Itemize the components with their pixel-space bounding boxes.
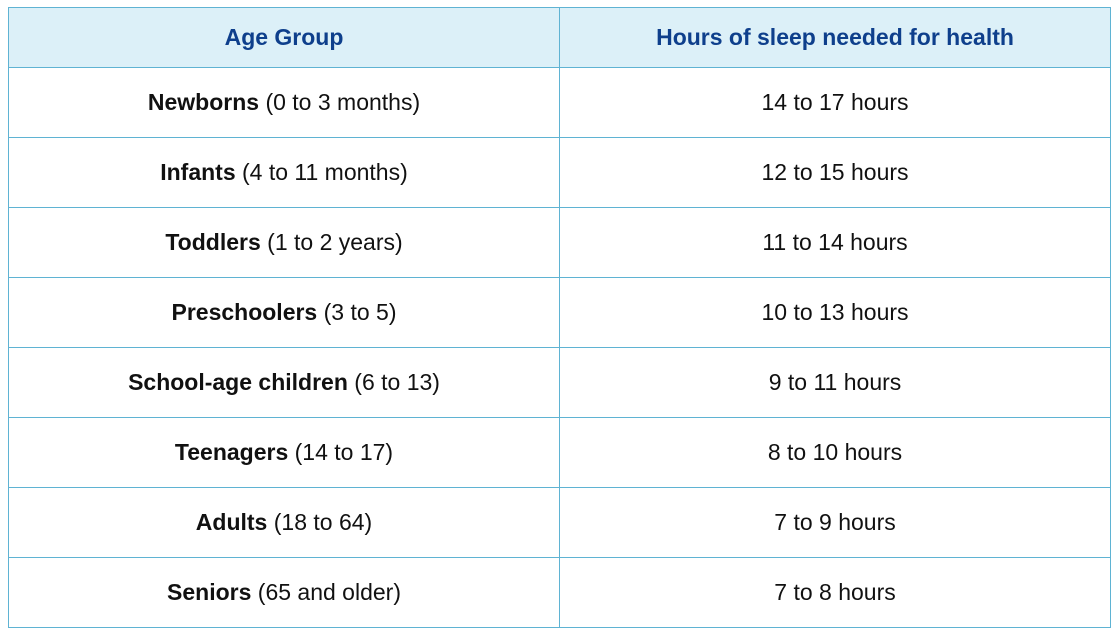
age-range: (0 to 3 months) — [265, 89, 421, 115]
age-group-name: Seniors — [167, 579, 252, 605]
hours-cell: 7 to 8 hours — [559, 557, 1111, 628]
table-row: Toddlers (1 to 2 years) 11 to 14 hours — [8, 207, 1111, 278]
hours-cell: 7 to 9 hours — [559, 487, 1111, 558]
age-range: (1 to 2 years) — [267, 229, 403, 255]
hours-cell: 11 to 14 hours — [559, 207, 1111, 278]
table-header: Age Group Hours of sleep needed for heal… — [8, 7, 1111, 68]
table-row: Preschoolers (3 to 5) 10 to 13 hours — [8, 277, 1111, 348]
age-group-cell: Preschoolers (3 to 5) — [8, 277, 560, 348]
age-group-cell: Seniors (65 and older) — [8, 557, 560, 628]
header-row: Age Group Hours of sleep needed for heal… — [8, 7, 1111, 68]
age-range: (14 to 17) — [294, 439, 394, 465]
age-range: (3 to 5) — [323, 299, 397, 325]
hours-cell: 14 to 17 hours — [559, 67, 1111, 138]
age-range: (6 to 13) — [354, 369, 440, 395]
age-group-name: Toddlers — [165, 229, 261, 255]
table-body: Newborns (0 to 3 months) 14 to 17 hours … — [8, 67, 1111, 628]
hours-cell: 10 to 13 hours — [559, 277, 1111, 348]
table-row: School-age children (6 to 13) 9 to 11 ho… — [8, 347, 1111, 418]
age-group-cell: Toddlers (1 to 2 years) — [8, 207, 560, 278]
age-group-name: Newborns — [147, 89, 260, 115]
age-group-name: Preschoolers — [171, 299, 318, 325]
header-hours-of-sleep: Hours of sleep needed for health — [559, 7, 1111, 68]
sleep-hours-table: Age Group Hours of sleep needed for heal… — [8, 7, 1111, 628]
table-row: Adults (18 to 64) 7 to 9 hours — [8, 487, 1111, 558]
age-group-name: School-age children — [128, 369, 348, 395]
hours-cell: 9 to 11 hours — [559, 347, 1111, 418]
age-range: (18 to 64) — [273, 509, 373, 535]
age-group-cell: Infants (4 to 11 months) — [8, 137, 560, 208]
age-group-name: Infants — [160, 159, 236, 185]
hours-cell: 12 to 15 hours — [559, 137, 1111, 208]
age-range: (65 and older) — [257, 579, 401, 605]
age-range: (4 to 11 months) — [242, 159, 408, 185]
age-group-cell: Newborns (0 to 3 months) — [8, 67, 560, 138]
table-row: Teenagers (14 to 17) 8 to 10 hours — [8, 417, 1111, 488]
header-age-group: Age Group — [8, 7, 560, 68]
hours-cell: 8 to 10 hours — [559, 417, 1111, 488]
age-group-cell: Adults (18 to 64) — [8, 487, 560, 558]
age-group-name: Adults — [195, 509, 268, 535]
age-group-cell: Teenagers (14 to 17) — [8, 417, 560, 488]
table-row: Seniors (65 and older) 7 to 8 hours — [8, 557, 1111, 628]
table-row: Newborns (0 to 3 months) 14 to 17 hours — [8, 67, 1111, 138]
age-group-cell: School-age children (6 to 13) — [8, 347, 560, 418]
age-group-name: Teenagers — [174, 439, 289, 465]
table-row: Infants (4 to 11 months) 12 to 15 hours — [8, 137, 1111, 208]
